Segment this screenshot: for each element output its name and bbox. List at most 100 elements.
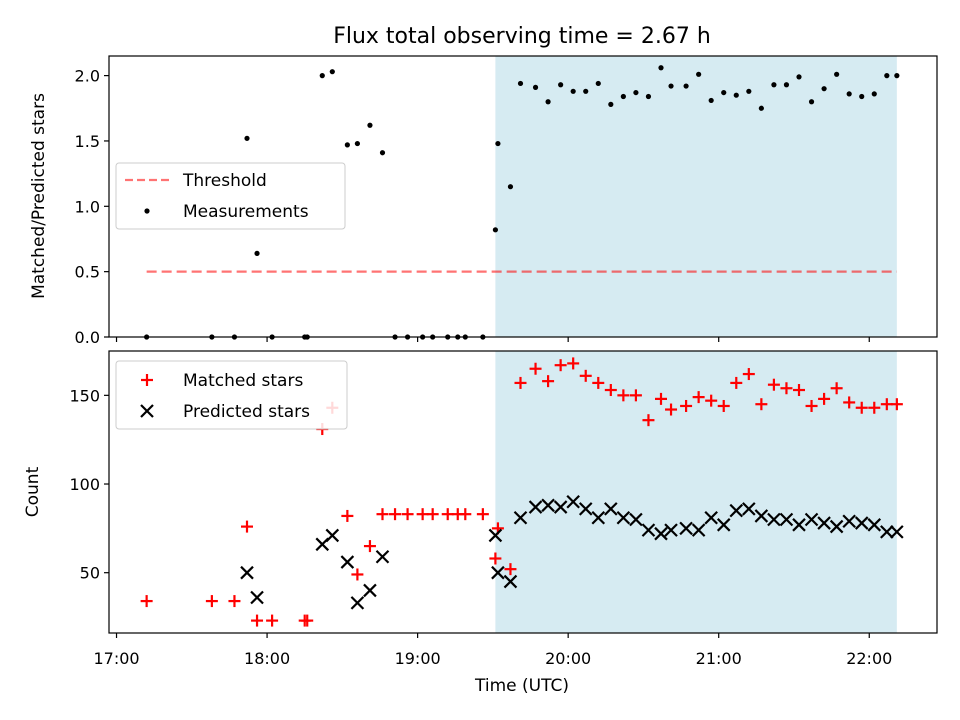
predicted-star-point (591, 510, 606, 525)
predicted-star-point (578, 502, 593, 516)
predicted-star-point (541, 498, 555, 513)
measurement-point (871, 91, 877, 97)
measurement-point (620, 93, 626, 100)
measurement-point (532, 84, 539, 90)
predicted-star-point (488, 528, 503, 543)
measurement-point (254, 250, 260, 256)
ratio-panel: 0.00.51.01.52.0 Matched/Predicted stars … (29, 55, 938, 347)
matched-star-point (205, 595, 218, 608)
predicted-star-point (890, 525, 904, 539)
matched-star-point (554, 359, 567, 372)
predicted-legend-swatch (140, 404, 154, 418)
measurement-point (608, 101, 614, 107)
measurement-point (834, 71, 840, 77)
measurements-legend-label: Measurements (183, 202, 309, 222)
measurements-legend-swatch (144, 208, 150, 214)
ratio-plot-frame (108, 55, 938, 338)
x-tick-label: 18:00 (244, 649, 290, 668)
matched-star-point (228, 595, 241, 608)
measurement-point (558, 82, 564, 88)
matched-star-point (376, 508, 389, 521)
measurement-point (329, 69, 335, 75)
x-tick-label: 20:00 (545, 649, 591, 668)
predicted-star-point (340, 555, 355, 569)
count-y-tick-label: 100 (69, 475, 100, 494)
matched-star-point (805, 399, 818, 412)
predicted-star-point (629, 512, 643, 527)
matched-star-point (579, 369, 592, 382)
x-tick-label: 17:00 (93, 649, 139, 668)
matched-star-point (855, 401, 868, 414)
matched-star-point (780, 382, 793, 395)
predicted-star-point (325, 528, 340, 543)
x-axis-label: Time (UTC) (474, 676, 569, 696)
measurement-point (771, 82, 777, 88)
measurement-point (645, 93, 652, 100)
predicted-star-point (528, 500, 543, 514)
measurement-point (545, 99, 551, 105)
matched-star-point (692, 391, 705, 404)
x-tick-label: 22:00 (846, 649, 892, 668)
measurement-point (583, 88, 589, 94)
predicted-star-point (880, 525, 894, 539)
measurement-point (859, 93, 865, 100)
ratio-y-axis-label: Matched/Predicted stars (29, 93, 49, 299)
measurement-point (758, 105, 764, 111)
matched-star-point (717, 399, 730, 412)
predicted-star-point (240, 565, 254, 580)
matched-star-point (592, 376, 605, 389)
predicted-star-point (654, 526, 668, 541)
measurement-point (796, 74, 802, 80)
matched-star-point (389, 508, 402, 521)
ratio-y-tick-label: 1.0 (75, 197, 100, 216)
matched-star-point (351, 568, 364, 581)
predicted-star-point (350, 596, 365, 610)
matched-star-point (241, 520, 253, 533)
predicted-star-point (513, 510, 528, 525)
measurement-point (379, 150, 386, 156)
matched-star-point (416, 508, 429, 521)
predicted-star-point (664, 523, 678, 537)
predicted-star-point (742, 502, 756, 516)
measurement-point (633, 89, 639, 96)
matched-star-point (705, 394, 718, 407)
predicted-star-point (363, 583, 377, 598)
matched-star-point (604, 384, 617, 397)
predicted-star-point (804, 512, 819, 527)
matched-star-point (529, 362, 542, 375)
predicted-star-point (792, 518, 806, 532)
matched-star-point (476, 508, 489, 521)
matched-star-point (818, 392, 831, 405)
predicted-star-point (641, 523, 656, 537)
matched-star-point (755, 398, 768, 411)
predicted-star-point (829, 519, 844, 534)
predicted-star-point (842, 514, 856, 529)
measurement-point (746, 88, 752, 94)
predicted-star-point (817, 516, 831, 530)
matched-star-point (441, 508, 454, 521)
predicted-star-point (375, 549, 390, 564)
x-tick-label: 19:00 (395, 649, 441, 668)
measurement-point (708, 97, 714, 104)
measurement-point (721, 89, 727, 96)
count-y-tick-label: 50 (80, 564, 100, 583)
matched-star-point (514, 376, 527, 389)
ratio-y-tick-label: 0.0 (75, 328, 100, 347)
measurement-point (696, 71, 702, 77)
matched-star-point (426, 508, 439, 521)
matched-star-point (767, 378, 780, 391)
measurement-point (884, 73, 890, 79)
measurement-point (808, 99, 815, 105)
measurement-point (244, 135, 250, 141)
matched-star-point (363, 540, 376, 553)
predicted-star-point (704, 510, 718, 525)
measurement-point (595, 80, 601, 87)
matched-star-point (567, 357, 580, 370)
measurement-point (319, 73, 325, 79)
predicted-star-point (779, 512, 794, 527)
matched-star-point (680, 399, 693, 412)
count-plot-frame (108, 350, 938, 634)
predicted-star-point (616, 510, 631, 525)
measurement-point (894, 73, 900, 79)
